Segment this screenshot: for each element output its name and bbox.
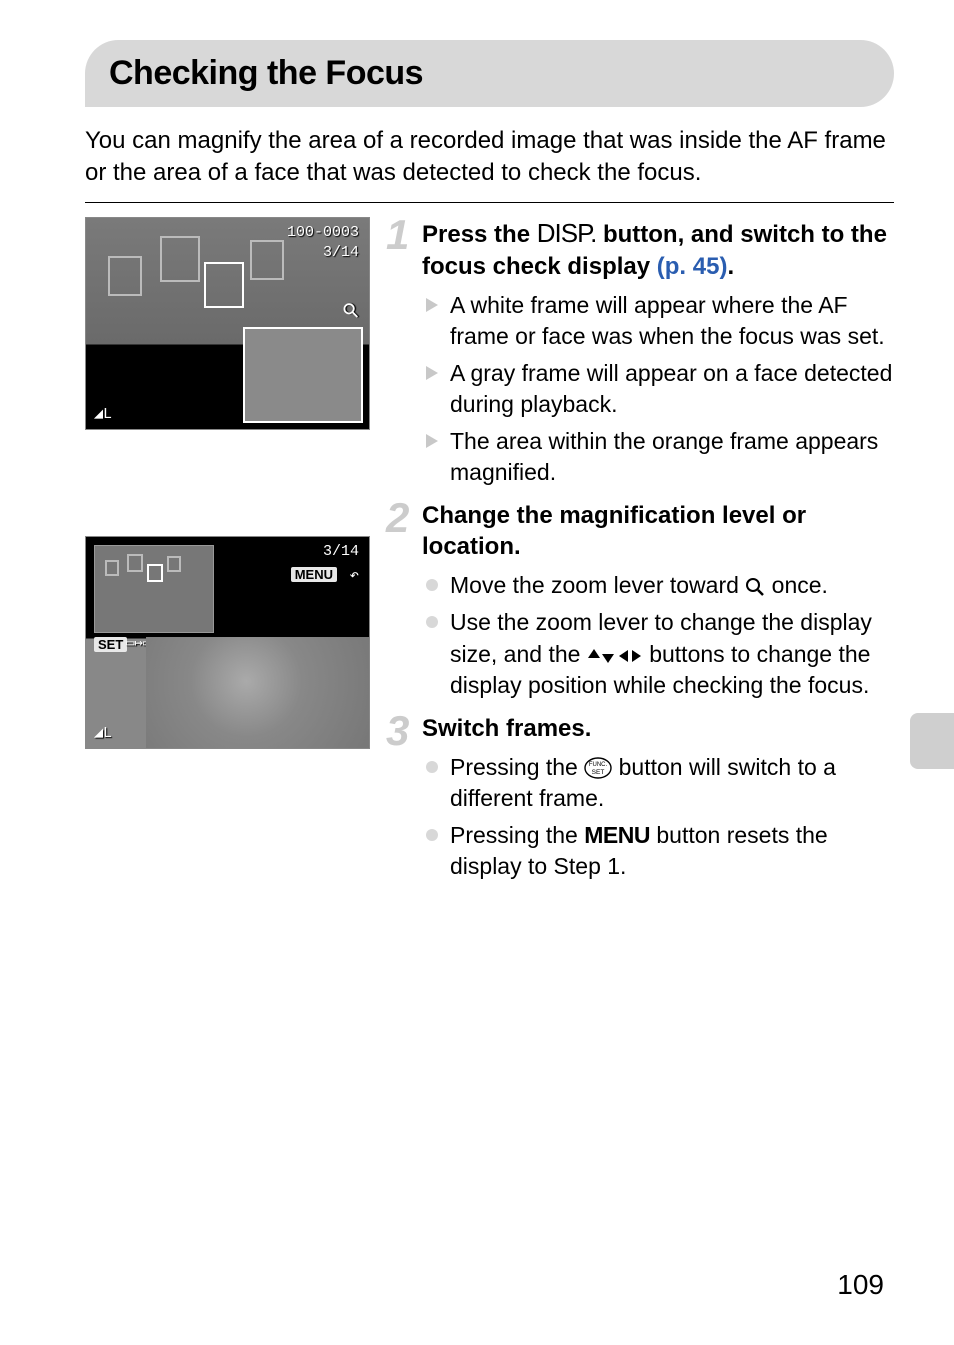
folder-file-label: 100-0003 [287, 224, 359, 241]
face-box [147, 564, 163, 582]
menu-icon: MENU [584, 822, 650, 848]
bullet-pre: Pressing the [450, 822, 584, 848]
menu-badge: MENU [291, 567, 337, 582]
face-box [167, 556, 181, 572]
step-1: 1 Press the DISP. button, and switch to … [392, 217, 894, 488]
step-bullets: Pressing the FUNC.SET button will switch… [422, 752, 894, 882]
camera-screenshot-1: 100-0003 3/14 ⚲ ◢L [85, 217, 370, 430]
svg-text:FUNC.: FUNC. [589, 762, 608, 768]
step-number: 2 [386, 494, 409, 542]
camera-screenshot-2: 3/14 MENU ↶ SET ▭↦▭ ◢L [85, 536, 370, 749]
magnify-icon: ⚲ [337, 296, 366, 325]
step-3: 3 Switch frames. Pressing the FUNC.SET b… [392, 713, 894, 882]
step-bullets: A white frame will appear where the AF f… [422, 290, 894, 488]
intro-text: You can magnify the area of a recorded i… [85, 125, 894, 190]
magnify-icon [745, 577, 765, 597]
step-heading: Switch frames. [422, 713, 894, 744]
section-title-bar: Checking the Focus [85, 40, 894, 107]
zoom-preview [243, 327, 363, 423]
left-column: 100-0003 3/14 ⚲ ◢L 3/14 MENU ↶ SET ▭↦▭ ◢… [85, 217, 370, 894]
dpad-icon [587, 646, 643, 666]
right-column: 1 Press the DISP. button, and switch to … [392, 217, 894, 894]
step-number: 1 [386, 211, 409, 259]
page-number: 109 [837, 1269, 884, 1301]
bullet-item: Pressing the MENU button resets the disp… [422, 820, 894, 882]
bullet-item: A white frame will appear where the AF f… [422, 290, 894, 352]
chapter-tab [910, 713, 954, 769]
face-box [160, 236, 200, 282]
zoom-face [146, 637, 369, 748]
step-head-pre: Press the [422, 221, 537, 248]
bullet-item: Use the zoom lever to change the display… [422, 607, 894, 700]
step-2: 2 Change the magnification level or loca… [392, 500, 894, 701]
thumbnail-preview [94, 545, 214, 633]
page-ref-link[interactable]: (p. 45) [657, 253, 728, 280]
svg-text:SET: SET [592, 769, 605, 776]
set-badge: SET [94, 637, 127, 652]
face-box [105, 560, 119, 576]
step-heading: Press the DISP. button, and switch to th… [422, 217, 894, 282]
face-box [250, 240, 284, 280]
spacer [85, 448, 370, 518]
divider [85, 202, 894, 203]
step-head-post: . [727, 253, 734, 280]
quality-icon: ◢L [94, 404, 112, 423]
bullet-pre: Move the zoom lever toward [450, 572, 745, 598]
face-box [127, 554, 143, 572]
bullet-item: Pressing the FUNC.SET button will switch… [422, 752, 894, 814]
face-box [108, 256, 142, 296]
section-title: Checking the Focus [109, 54, 870, 93]
step-heading: Change the magnification level or locati… [422, 500, 894, 562]
bullet-pre: Pressing the [450, 754, 584, 780]
step-bullets: Move the zoom lever toward once. Use the… [422, 570, 894, 700]
func-set-icon: FUNC.SET [584, 757, 612, 779]
quality-icon: ◢L [94, 723, 112, 742]
content-row: 100-0003 3/14 ⚲ ◢L 3/14 MENU ↶ SET ▭↦▭ ◢… [85, 217, 894, 894]
undo-icon: ↶ [349, 565, 359, 585]
bullet-item: The area within the orange frame appears… [422, 426, 894, 488]
bullet-item: Move the zoom lever toward once. [422, 570, 894, 601]
step-number: 3 [386, 707, 409, 755]
disp-icon: DISP. [537, 218, 597, 248]
bullet-item: A gray frame will appear on a face detec… [422, 358, 894, 420]
image-index-label: 3/14 [323, 244, 359, 261]
face-box [204, 262, 244, 308]
image-index-label: 3/14 [323, 543, 359, 560]
bullet-post: once. [765, 572, 828, 598]
